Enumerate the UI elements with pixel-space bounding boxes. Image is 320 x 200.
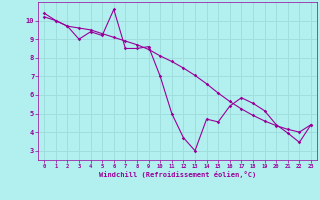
X-axis label: Windchill (Refroidissement éolien,°C): Windchill (Refroidissement éolien,°C) bbox=[99, 171, 256, 178]
